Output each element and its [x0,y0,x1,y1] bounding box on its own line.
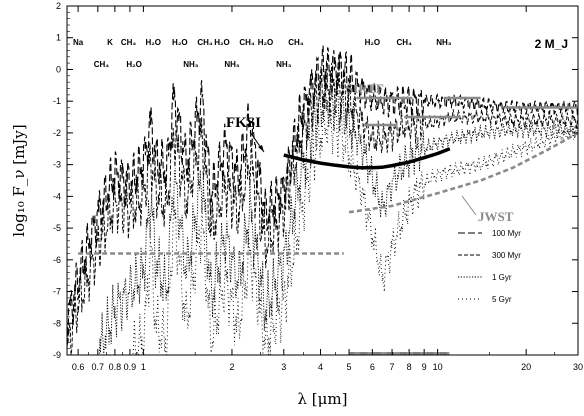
spectrum-line-100-myr [67,45,578,346]
axis-ticks-layer [67,5,579,356]
molecule-label: CH₄ [288,38,304,47]
y-tick-label: -4 [53,191,61,201]
x-tick-label: 0.7 [92,362,105,372]
x-tick-label: 10 [433,362,443,372]
x-tick-label: 5 [347,362,352,372]
x-tick-label: 4 [318,362,323,372]
fksi-arrowhead [258,145,264,152]
molecule-label: NH₃ [436,38,452,47]
x-tick-label: 1 [141,362,146,372]
molecule-label: NH₃ [224,60,240,69]
plot-frame [66,5,579,356]
molecule-label: CH₄ [94,60,110,69]
x-tick-label: 30 [573,362,583,372]
spectrum-line-300-myr [67,60,578,355]
x-tick-label: 3 [281,362,286,372]
legend-label: 100 Myr [492,229,521,238]
text-layer: 210-1-2-3-4-5-6-7-8-90.6 0.7 0.8 0.9 1 2 3 4 5 6 7… [10,1,583,408]
molecule-label: H₂O [172,38,188,47]
y-tick-label: -5 [53,223,61,233]
molecule-label: NH₃ [276,60,292,69]
molecule-label: CH₄ [121,38,137,47]
y-tick-label: -1 [53,96,61,106]
x-tick-label: 0.6 [72,362,85,372]
legend-label: 300 Myr [492,251,521,260]
plot-frame-layer [66,5,579,356]
legend-label: 5 Gyr [492,295,512,304]
y-tick-label: -9 [53,350,61,360]
fksi-label: FKSI [226,115,261,131]
jwst-label: JWST [478,209,514,224]
y-tick-label: 2 [56,1,61,11]
x-tick-label: 9 [422,362,427,372]
x-tick-label: 0.9 [124,362,137,372]
molecule-label: CH₄ [239,38,255,47]
x-tick-label: 0.8 [109,362,122,372]
molecule-label: H₂O [365,38,381,47]
y-tick-label: -8 [53,318,61,328]
molecule-label: H₂O [126,60,142,69]
x-tick-label: 20 [521,362,531,372]
y-tick-label: -3 [53,160,61,170]
molecule-label: H₂O [214,38,230,47]
y-tick-label: -7 [53,287,61,297]
x-tick-label: 6 [370,362,375,372]
molecule-label: CH₄ [397,38,413,47]
sensitivity-curves-layer [78,96,579,255]
jwst-arrow [461,195,477,216]
jwst-sensitivity-curve-2 [348,131,579,214]
fksi-sensitivity-curve-0 [283,147,451,170]
mass-label: 2 M_J [535,37,568,51]
y-tick-label: -2 [53,128,61,138]
x-tick-label: 8 [407,362,412,372]
molecule-label: Na [73,38,84,47]
sirtf-label: SIRTF [346,81,384,96]
y-tick-label: 0 [56,64,61,74]
molecule-label: H₂O [145,38,161,47]
x-axis-title: λ [μm] [298,390,348,408]
legend-label: 1 Gyr [492,273,512,282]
legend-layer: 100 Myr 300 Myr 1 Gyr 5 Gyr [458,229,521,304]
x-tick-label: 7 [390,362,395,372]
molecule-label: K [107,38,113,47]
molecule-label: H₂O [258,38,274,47]
molecule-label: CH₄ [197,38,213,47]
y-tick-label: 1 [56,33,61,43]
y-tick-label: -6 [53,255,61,265]
molecule-label: NH₃ [183,60,199,69]
x-tick-label: 2 [229,362,234,372]
y-axis-title: log₁₀ F_ν [mJy] [10,124,28,236]
model-spectra-layer [67,45,578,355]
